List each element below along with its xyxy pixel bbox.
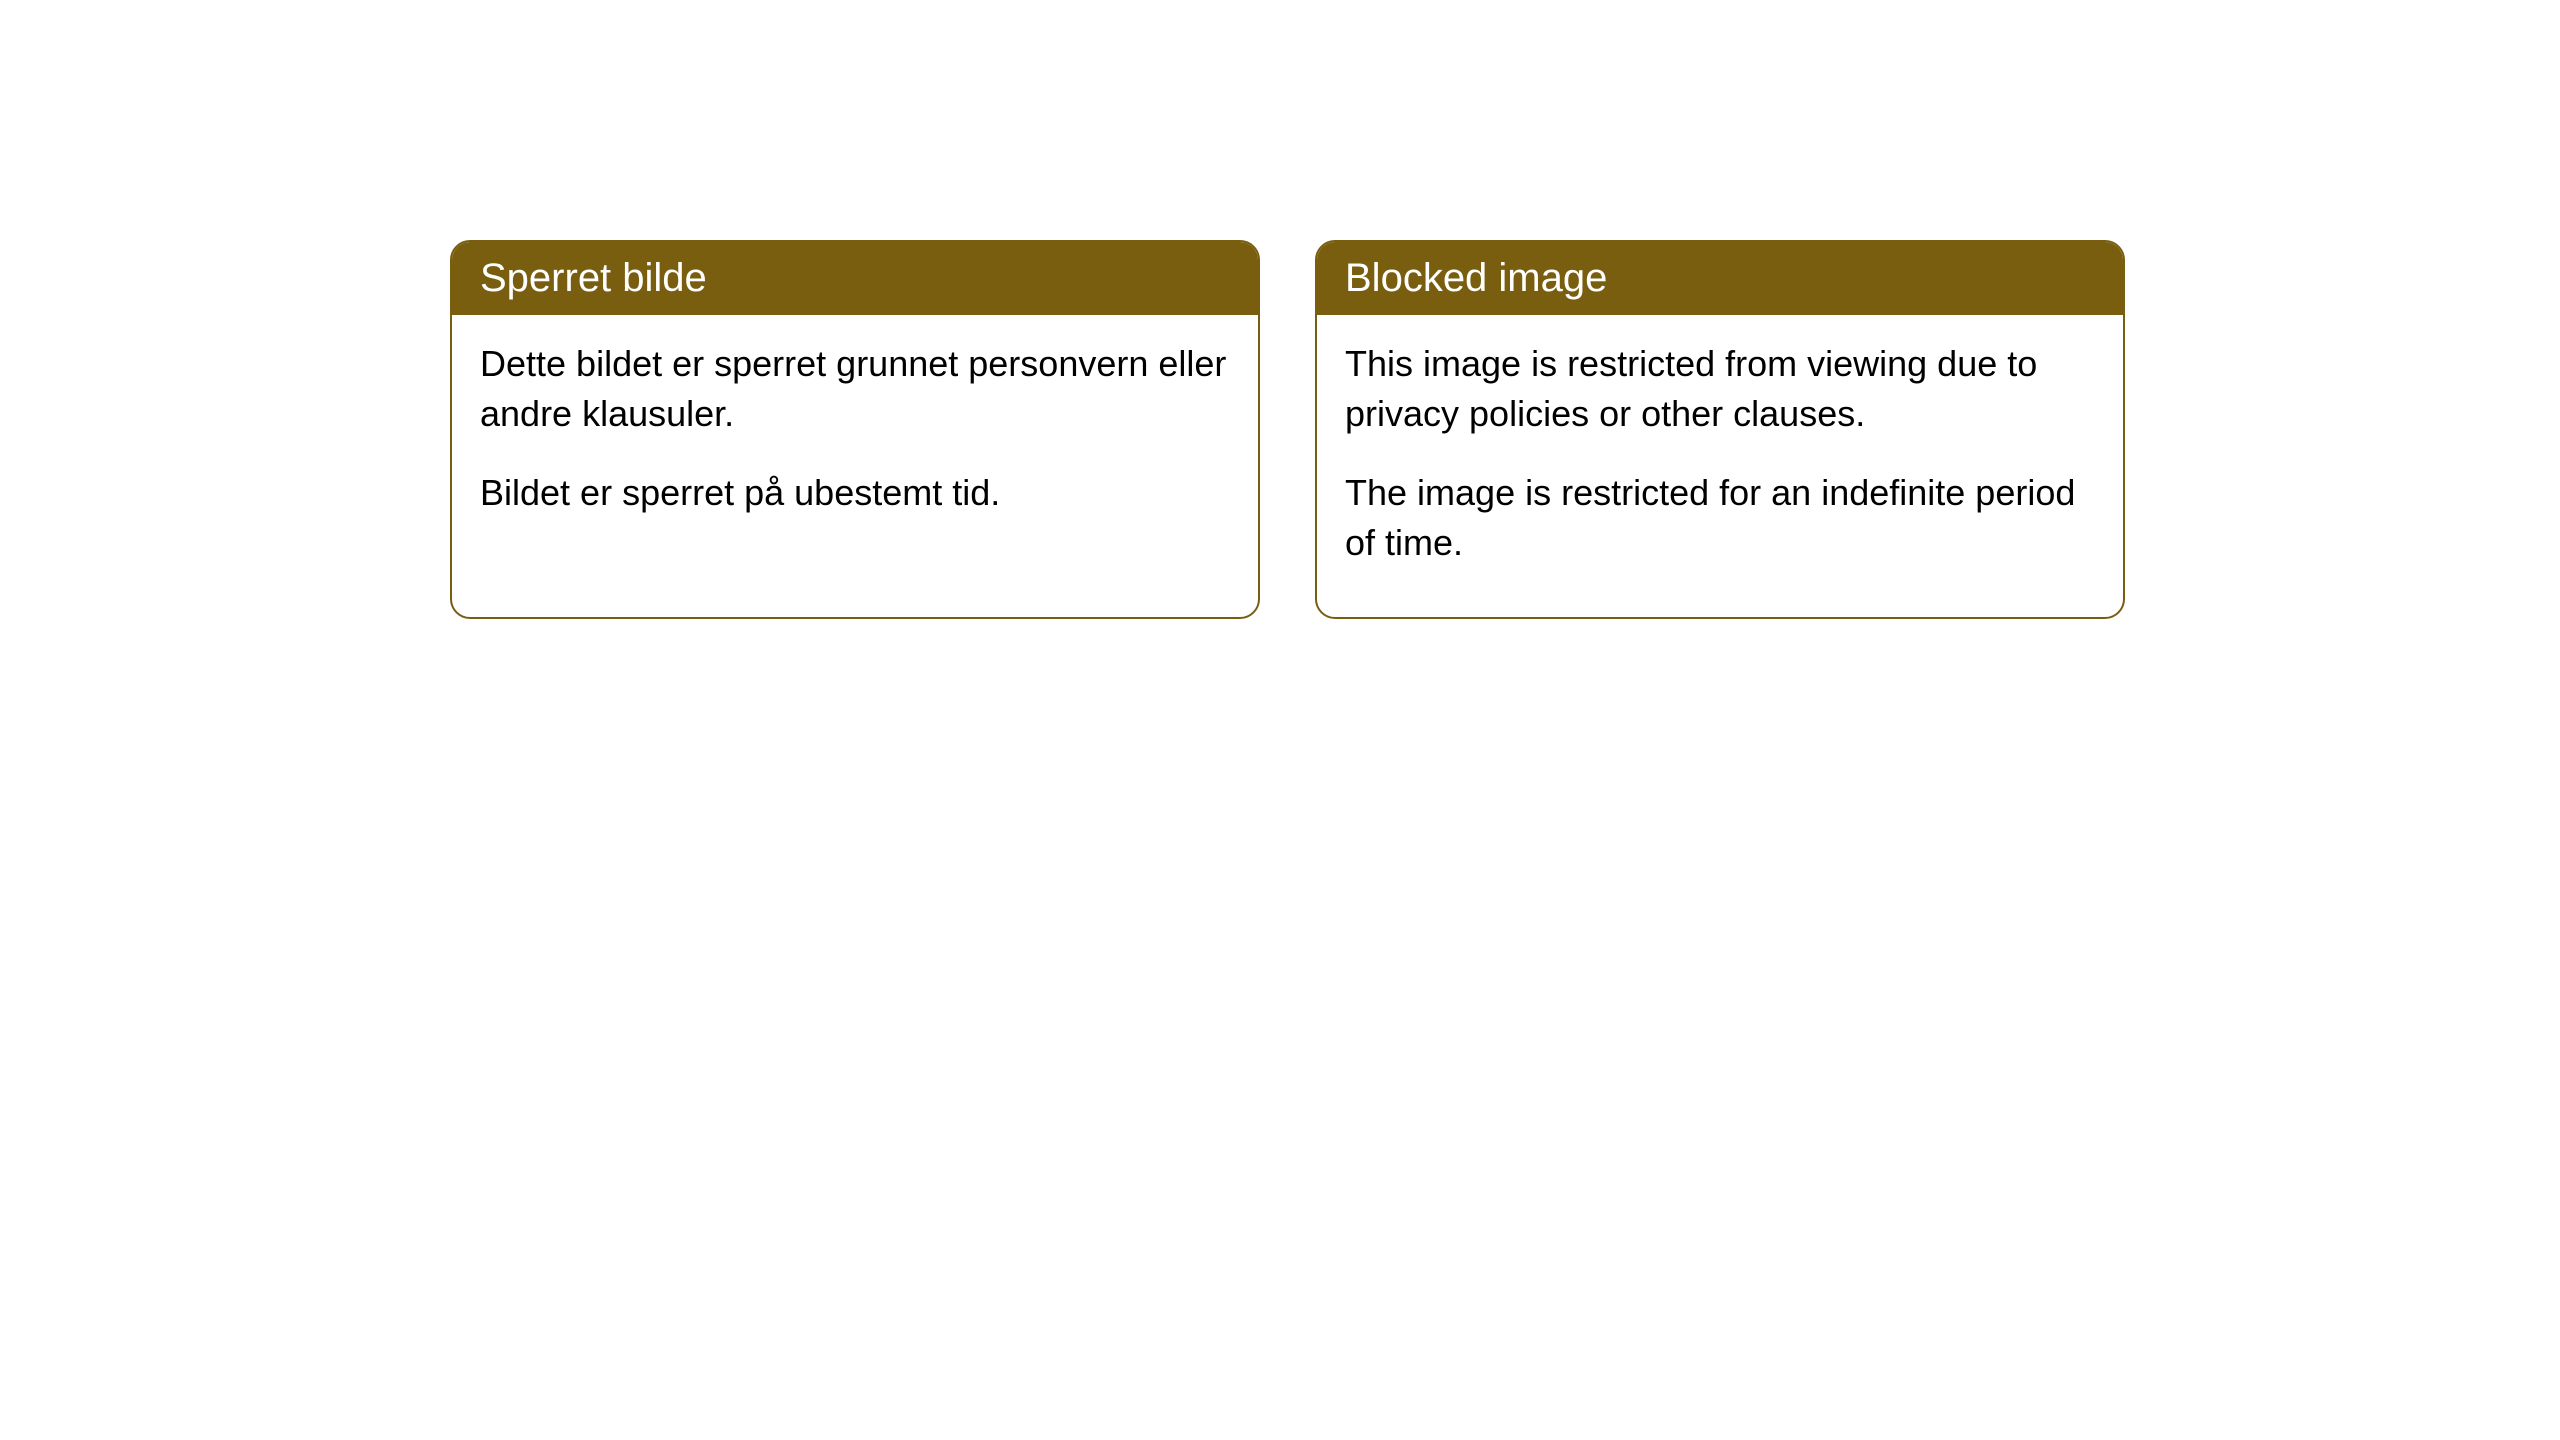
card-text-line-2: The image is restricted for an indefinit… [1345,468,2095,569]
card-body: Dette bildet er sperret grunnet personve… [452,315,1258,566]
card-title: Blocked image [1345,256,1607,300]
card-title: Sperret bilde [480,256,707,300]
blocked-image-card-english: Blocked image This image is restricted f… [1315,240,2125,619]
card-text-line-1: Dette bildet er sperret grunnet personve… [480,339,1230,440]
card-body: This image is restricted from viewing du… [1317,315,2123,617]
blocked-image-card-norwegian: Sperret bilde Dette bildet er sperret gr… [450,240,1260,619]
card-text-line-2: Bildet er sperret på ubestemt tid. [480,468,1230,518]
card-header: Blocked image [1317,242,2123,315]
cards-container: Sperret bilde Dette bildet er sperret gr… [450,240,2125,619]
card-text-line-1: This image is restricted from viewing du… [1345,339,2095,440]
card-header: Sperret bilde [452,242,1258,315]
